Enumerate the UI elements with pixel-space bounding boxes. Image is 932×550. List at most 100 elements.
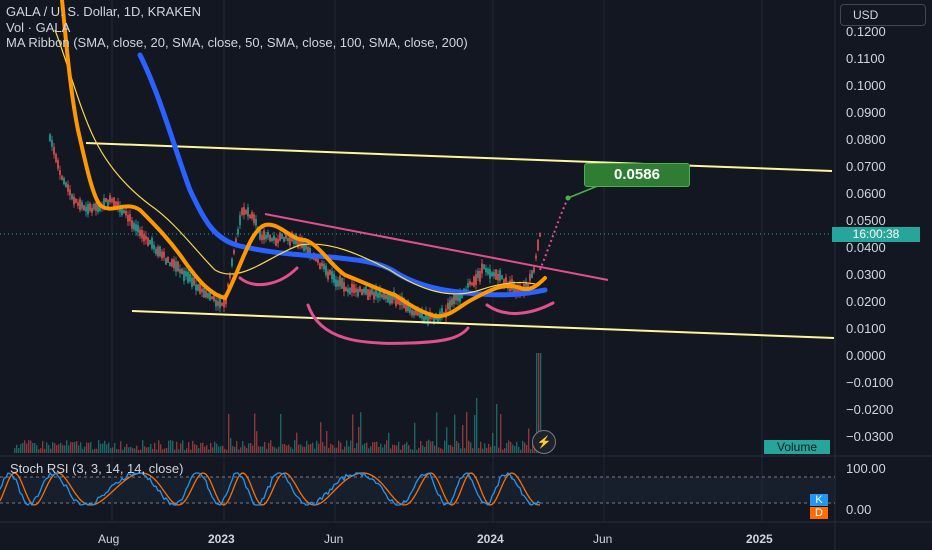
volume-bar xyxy=(374,442,376,453)
volume-bar xyxy=(32,442,34,453)
volume-bar xyxy=(110,448,112,453)
volume-bar xyxy=(98,440,100,453)
volume-bar xyxy=(178,449,180,453)
volume-bar xyxy=(28,440,30,453)
volume-bar xyxy=(62,445,64,453)
candle-body xyxy=(131,220,133,229)
volume-bar xyxy=(530,449,532,453)
volume-bar xyxy=(168,440,170,453)
candle-body xyxy=(409,307,411,313)
candle-body xyxy=(79,199,81,210)
price-candles xyxy=(49,133,541,327)
candle-body xyxy=(433,317,435,325)
candle-body xyxy=(473,276,475,287)
candle-body xyxy=(57,160,59,169)
candle-body xyxy=(85,206,87,212)
candle-body xyxy=(373,292,375,300)
volume-bar xyxy=(406,442,408,453)
candle-body xyxy=(231,258,233,267)
candle-body xyxy=(251,212,253,219)
volume-histogram xyxy=(14,353,542,453)
volume-bar xyxy=(366,442,368,453)
descending-trendline[interactable] xyxy=(264,213,609,281)
volume-bar xyxy=(388,432,390,453)
currency-button[interactable]: USD xyxy=(840,4,926,26)
candle-body xyxy=(127,214,129,222)
candle-body xyxy=(303,241,305,251)
candle-body xyxy=(341,277,343,289)
candle-body xyxy=(197,284,199,291)
candle-body xyxy=(355,288,357,293)
volume-bar xyxy=(106,444,108,453)
volume-bar xyxy=(502,449,504,453)
volume-bar xyxy=(206,445,208,453)
volume-bar xyxy=(296,432,298,453)
candle-body xyxy=(247,207,249,217)
volume-bar xyxy=(50,448,52,453)
arc-right[interactable] xyxy=(485,301,555,315)
candle-body xyxy=(53,146,55,155)
volume-legend[interactable]: Vol · GALA xyxy=(6,20,71,35)
candle-body xyxy=(213,292,215,301)
candle-body xyxy=(539,232,541,237)
volume-bar xyxy=(526,444,528,453)
volume-bar xyxy=(538,353,540,453)
volume-bar xyxy=(352,414,354,453)
candle-body xyxy=(297,239,299,248)
ma-20-line[interactable] xyxy=(54,29,541,295)
lightning-icon[interactable]: ⚡ xyxy=(532,430,556,454)
arc-bottom[interactable] xyxy=(306,303,470,345)
candle-body xyxy=(225,296,227,305)
target-callout[interactable]: 0.0586 xyxy=(584,163,690,187)
volume-bar xyxy=(56,445,58,453)
volume-bar xyxy=(474,415,476,453)
volume-bar xyxy=(460,448,462,453)
volume-bar xyxy=(314,448,316,453)
volume-bar xyxy=(30,440,32,453)
symbol-legend[interactable]: GALA / U. S. Dollar, 1D, KRAKEN xyxy=(6,4,202,19)
volume-bar xyxy=(306,440,308,453)
volume-bar xyxy=(194,444,196,453)
volume-bar xyxy=(290,447,292,453)
volume-bar xyxy=(524,442,526,453)
volume-bar xyxy=(192,440,194,453)
candle-body xyxy=(59,170,61,175)
volume-bar xyxy=(26,443,28,453)
ma-200-line[interactable] xyxy=(137,52,548,298)
candle-body xyxy=(63,177,65,185)
volume-bar xyxy=(516,441,518,453)
volume-bar xyxy=(280,413,282,453)
projection-path[interactable] xyxy=(539,197,569,271)
volume-bar xyxy=(226,449,228,453)
volume-bar xyxy=(384,444,386,453)
time-axis-label: 2024 xyxy=(477,532,504,546)
price-axis-label: 0.0400 xyxy=(846,240,886,255)
volume-bar xyxy=(60,442,62,453)
volume-bar xyxy=(326,430,328,453)
time-axis-label: Jun xyxy=(593,532,613,546)
candle-body xyxy=(255,218,257,226)
candle-body xyxy=(173,259,175,269)
volume-bar xyxy=(464,448,466,453)
volume-bar xyxy=(324,446,326,453)
candle-body xyxy=(319,263,321,269)
candle-body xyxy=(109,195,111,203)
arc-left[interactable] xyxy=(238,266,299,287)
candle-body xyxy=(335,279,337,287)
volume-bar xyxy=(520,449,522,453)
ma-ribbon-legend[interactable]: MA Ribbon (SMA, close, 20, SMA, close, 5… xyxy=(6,35,468,50)
candle-body xyxy=(379,288,381,298)
candle-body xyxy=(351,283,353,293)
volume-bar xyxy=(46,442,48,453)
stoch-rsi-legend[interactable]: Stoch RSI (3, 3, 14, 14, close) xyxy=(10,461,184,476)
volume-bar xyxy=(286,445,288,453)
channel-lower-line[interactable] xyxy=(131,310,835,339)
candle-body xyxy=(285,233,287,239)
channel-upper-line[interactable] xyxy=(85,142,833,172)
volume-bar xyxy=(64,445,66,453)
volume-bar xyxy=(116,448,118,453)
ma-50-line[interactable] xyxy=(60,0,547,319)
candle-body xyxy=(151,237,153,249)
volume-bar xyxy=(442,449,444,453)
